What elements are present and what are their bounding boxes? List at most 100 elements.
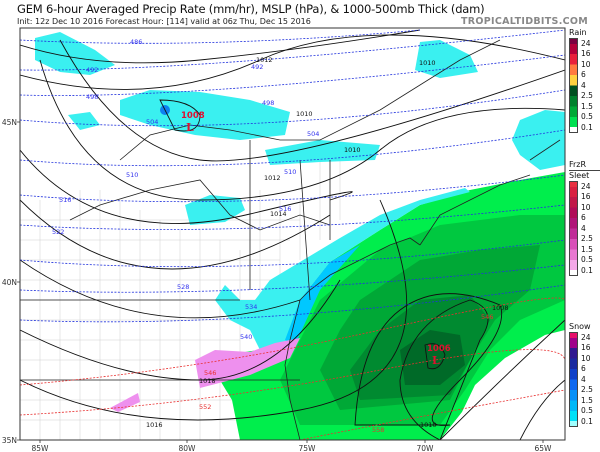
- legend-label: 24: [581, 38, 591, 48]
- legend-label: 16: [581, 343, 591, 353]
- low-pressure-center-1: 1008 L: [181, 111, 205, 134]
- legend-swatch: [569, 80, 578, 91]
- legend-label: 0.5: [581, 255, 593, 265]
- legend-label: 1.5: [581, 101, 593, 111]
- legend-row: 4: [569, 374, 600, 385]
- thickness-label: 492: [251, 63, 263, 71]
- thickness-label: 498: [262, 99, 274, 107]
- legend-row: 2.5: [569, 384, 600, 395]
- legend-swatch: [569, 244, 578, 255]
- legend-swatch: [569, 395, 578, 406]
- legend-frzr-sleet: FrzR Sleet 24 16 10 6 4 2.5 1.5 0.5 0.1: [569, 160, 600, 276]
- legend-row: 2.5: [569, 233, 600, 244]
- precip-mixed: [110, 338, 300, 412]
- legend-swatch: [569, 363, 578, 374]
- legend-swatch: [569, 202, 578, 213]
- lon-label: 75W: [299, 444, 317, 452]
- legend-label: 1.5: [581, 244, 593, 254]
- thickness-labels: 486 492 498 504 510 516 522 492 498 510 …: [52, 38, 319, 341]
- legend-label: 10: [581, 353, 591, 363]
- legend-label: 16: [581, 192, 591, 202]
- low-pressure-center-2: 1006 L: [427, 344, 451, 367]
- legend-label: 16: [581, 49, 591, 59]
- legend-row: 1.5: [569, 395, 600, 406]
- thickness-label: 552: [199, 403, 211, 411]
- latitude-labels: 45N 40N 35N: [2, 118, 17, 445]
- legend-swatch: [569, 384, 578, 395]
- legend-snow-title: Snow: [569, 322, 591, 331]
- legend-label: 4: [581, 223, 586, 233]
- legend-swatch: [569, 374, 578, 385]
- thickness-label: 540: [240, 333, 252, 341]
- brand-watermark: TROPICALTIDBITS.COM: [461, 16, 588, 27]
- thickness-label: 486: [130, 38, 142, 46]
- low-pressure-symbol: L: [186, 121, 194, 134]
- legend-swatch: [569, 90, 578, 101]
- thickness-label: 516: [59, 196, 71, 204]
- legend-row: 0.5: [569, 111, 600, 122]
- legend-label: 4: [581, 374, 586, 384]
- legend-row: 0.1: [569, 416, 600, 427]
- legend-label: 24: [581, 181, 591, 191]
- isobar-label: 1010: [420, 421, 437, 429]
- legend-row: 1.5: [569, 101, 600, 112]
- thickness-warm-labels: 546 552 546 558: [199, 313, 493, 434]
- legend-row: 0.1: [569, 122, 600, 133]
- legend-label: 6: [581, 70, 586, 80]
- thickness-label: 492: [86, 66, 98, 74]
- legend-row: 6: [569, 212, 600, 223]
- legend-row: 10: [569, 353, 600, 364]
- thickness-label: 558: [372, 426, 384, 434]
- isobar-labels: 1012 1012 1014 1010 1010 1010 1018 1016 …: [146, 56, 509, 429]
- legend-swatch: [569, 48, 578, 59]
- legend-rain-rows: 24 16 10 6 4 2.5 1.5 0.5 0.1: [569, 38, 600, 133]
- legend-rain: Rain 24 16 10 6 4 2.5 1.5 0.5 0.1: [569, 28, 600, 133]
- legend-label: 2.5: [581, 385, 593, 395]
- legend-row: 2.5: [569, 90, 600, 101]
- thickness-label: 528: [177, 283, 189, 291]
- legend-swatch: [569, 38, 578, 49]
- low-pressure-value: 1006: [427, 344, 451, 354]
- lon-label: 85W: [32, 444, 50, 452]
- thickness-label: 510: [126, 171, 138, 179]
- legend-label: 0.1: [581, 265, 593, 275]
- legend-swatch: [569, 122, 578, 133]
- legend-row: 10: [569, 202, 600, 213]
- legend-swatch: [569, 332, 578, 343]
- thickness-label: 516: [279, 205, 291, 213]
- isobar-label: 1010: [419, 59, 436, 67]
- legend-row: 0.5: [569, 405, 600, 416]
- precip-snow: [35, 32, 565, 350]
- legend-label: 1.5: [581, 395, 593, 405]
- thickness-label: 534: [245, 303, 257, 311]
- legend-row: 0.1: [569, 265, 600, 276]
- legend-row: 24: [569, 332, 600, 343]
- legend-swatch: [569, 101, 578, 112]
- legend-snow: Snow 24 16 10 6 4 2.5 1.5 0.5 0.1: [569, 322, 600, 427]
- map-title: GEM 6-hour Averaged Precip Rate (mm/hr),…: [17, 2, 485, 16]
- legend-row: 4: [569, 80, 600, 91]
- legend-swatch: [569, 59, 578, 70]
- legend-swatch: [569, 416, 578, 427]
- legend-row: 6: [569, 69, 600, 80]
- legend-swatch: [569, 69, 578, 80]
- lon-label: 65W: [535, 444, 553, 452]
- legend-row: 16: [569, 191, 600, 202]
- legend-label: 4: [581, 80, 586, 90]
- legend-label: 10: [581, 59, 591, 69]
- isobar-label: 1010: [344, 146, 361, 154]
- legend-swatch: [569, 342, 578, 353]
- isobars: [20, 29, 565, 440]
- thickness-label: 504: [307, 130, 319, 138]
- legend-swatch: [569, 181, 578, 192]
- legend-rain-title: Rain: [569, 28, 587, 37]
- legend-row: 6: [569, 363, 600, 374]
- legend-label: 0.1: [581, 122, 593, 132]
- lat-label: 45N: [2, 118, 17, 127]
- legend-frzr-rows: 24 16 10 6 4 2.5 1.5 0.5 0.1: [569, 181, 600, 276]
- legend-label: 2.5: [581, 91, 593, 101]
- low-pressure-value: 1008: [181, 111, 205, 121]
- lat-label: 35N: [2, 436, 17, 445]
- legend-swatch: [569, 223, 578, 234]
